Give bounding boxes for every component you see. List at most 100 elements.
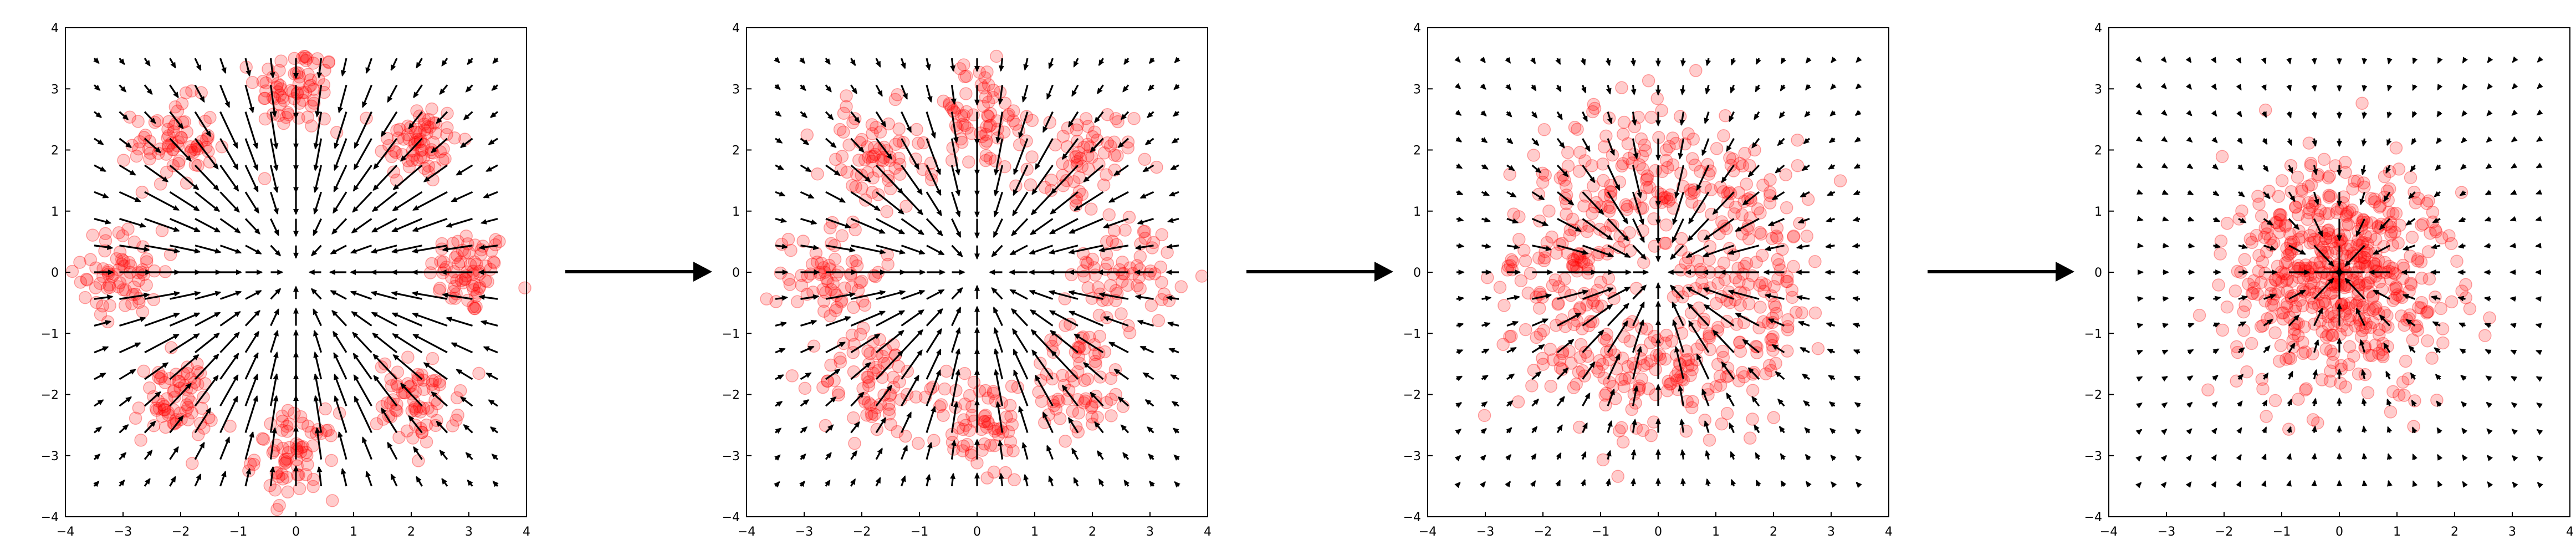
y-tick-label: −3 <box>2084 450 2102 464</box>
data-point <box>2404 250 2417 263</box>
vector-arrowhead <box>340 467 346 475</box>
vector-arrow <box>144 313 180 327</box>
vector-arrow <box>412 292 448 300</box>
vector-arrowhead <box>99 166 106 172</box>
data-point <box>1727 207 1741 221</box>
data-point <box>2268 273 2282 286</box>
vector-arrowhead <box>293 73 299 79</box>
vector-arrow <box>353 138 372 170</box>
data-point <box>1101 136 1115 150</box>
data-point <box>421 120 435 134</box>
vector-arrow <box>392 245 422 253</box>
data-point <box>452 257 466 271</box>
data-point <box>2312 233 2326 247</box>
data-point <box>306 472 320 486</box>
data-point <box>1715 215 1729 228</box>
vector-arrow <box>393 164 423 190</box>
vector-arrowhead <box>293 329 299 335</box>
vector-arrowhead <box>105 320 112 325</box>
x-tick-label: −2 <box>853 525 871 539</box>
data-point <box>275 91 289 104</box>
vector-arrowhead <box>400 383 407 389</box>
data-point <box>408 400 422 414</box>
data-point <box>84 253 97 266</box>
vector-arrowhead <box>381 130 387 138</box>
data-point <box>158 376 172 389</box>
data-point <box>948 105 962 119</box>
data-point <box>93 277 107 291</box>
data-point <box>873 125 887 139</box>
data-point <box>446 419 459 432</box>
data-point <box>2352 233 2365 247</box>
data-point <box>1611 470 1624 483</box>
data-point <box>303 80 316 94</box>
data-point <box>977 99 990 113</box>
vector-arrowhead <box>465 452 472 459</box>
data-point <box>1133 282 1147 296</box>
data-point <box>2306 347 2319 360</box>
data-point <box>1689 64 1703 78</box>
data-point <box>89 281 103 294</box>
data-point <box>370 417 384 431</box>
vector-arrowhead <box>150 117 156 124</box>
vector-arrowhead <box>192 354 200 360</box>
vector-arrowhead <box>224 436 230 444</box>
data-point <box>152 371 165 384</box>
data-point <box>149 401 163 415</box>
vector-arrowhead <box>365 67 371 74</box>
data-point <box>168 100 182 114</box>
scatter-points <box>65 49 531 516</box>
data-point <box>281 485 295 499</box>
data-point <box>258 91 272 105</box>
data-point <box>1076 264 1090 278</box>
data-point <box>112 226 126 240</box>
data-point <box>1155 276 1168 289</box>
data-point <box>1070 155 1084 169</box>
data-point <box>1644 110 1658 124</box>
data-point <box>1780 274 1793 288</box>
data-point <box>1101 108 1114 121</box>
data-point <box>982 110 995 123</box>
vector-arrow <box>144 218 180 232</box>
vector-arrowhead <box>95 426 103 432</box>
data-point <box>2238 253 2252 266</box>
data-point <box>2384 405 2398 419</box>
vector-arrowhead <box>478 269 484 275</box>
y-tick-label: −3 <box>722 450 740 464</box>
data-point <box>454 255 467 269</box>
data-point <box>181 400 195 414</box>
data-point <box>273 79 287 92</box>
data-point <box>160 392 173 405</box>
data-point <box>201 129 215 142</box>
x-tick-label: 0 <box>2335 525 2343 539</box>
data-point <box>468 302 482 315</box>
vector-arrowhead <box>351 311 358 317</box>
data-point <box>956 118 970 131</box>
data-point <box>147 264 161 278</box>
data-point <box>1685 195 1699 209</box>
data-point <box>1649 363 1662 376</box>
vector-arrow <box>316 427 323 460</box>
data-point <box>391 365 405 379</box>
data-point <box>1536 358 1550 371</box>
data-point <box>1736 159 1750 173</box>
data-point <box>406 144 419 157</box>
data-point <box>880 205 893 218</box>
data-point <box>275 409 289 423</box>
data-point <box>188 142 202 156</box>
vector-arrowhead <box>134 342 141 348</box>
data-point <box>1723 151 1736 165</box>
data-point <box>132 401 146 415</box>
vector-arrowhead <box>173 248 181 254</box>
vector-arrowhead <box>451 197 458 202</box>
y-tick-label: −1 <box>722 327 740 341</box>
data-point <box>274 54 288 68</box>
data-point <box>2429 223 2442 237</box>
y-tick-label: −1 <box>2084 327 2102 341</box>
y-tick-label: −2 <box>41 389 59 403</box>
vector-arrow <box>194 375 219 407</box>
data-point <box>80 272 93 286</box>
vector-arrowhead <box>352 353 359 360</box>
data-point <box>1685 152 1699 165</box>
data-point <box>2317 152 2331 166</box>
